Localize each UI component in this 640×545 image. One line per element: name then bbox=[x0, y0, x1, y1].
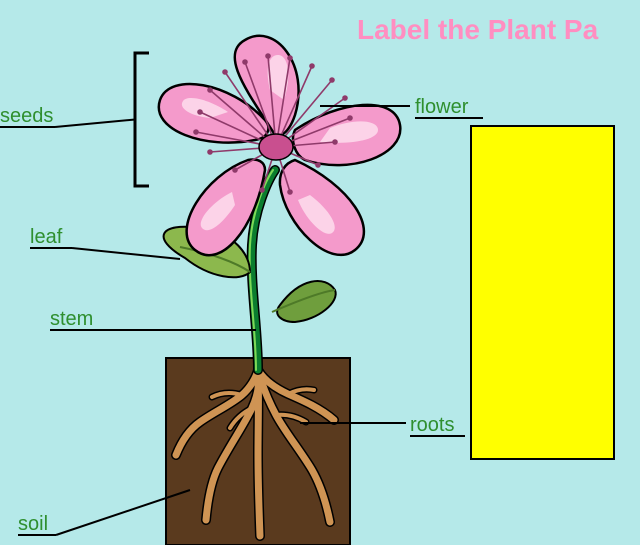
label-flower-text: flower bbox=[415, 96, 468, 118]
label-stem[interactable]: stem bbox=[50, 308, 93, 331]
label-seeds-text: seeds bbox=[0, 105, 53, 127]
page-title: Label the Plant Pa bbox=[357, 14, 598, 46]
label-roots-text: roots bbox=[410, 414, 454, 436]
label-seeds[interactable]: seeds bbox=[0, 105, 53, 128]
label-roots[interactable]: roots bbox=[410, 414, 454, 437]
diagram-stage: Label the Plant Pa seeds flower leaf ste… bbox=[0, 0, 640, 545]
answer-box[interactable] bbox=[470, 125, 615, 460]
label-leaf-text: leaf bbox=[30, 226, 62, 248]
label-stem-text: stem bbox=[50, 308, 93, 330]
label-soil-text: soil bbox=[18, 513, 48, 535]
label-flower[interactable]: flower bbox=[415, 96, 468, 119]
label-leaf[interactable]: leaf bbox=[30, 226, 62, 249]
label-soil[interactable]: soil bbox=[18, 513, 48, 536]
